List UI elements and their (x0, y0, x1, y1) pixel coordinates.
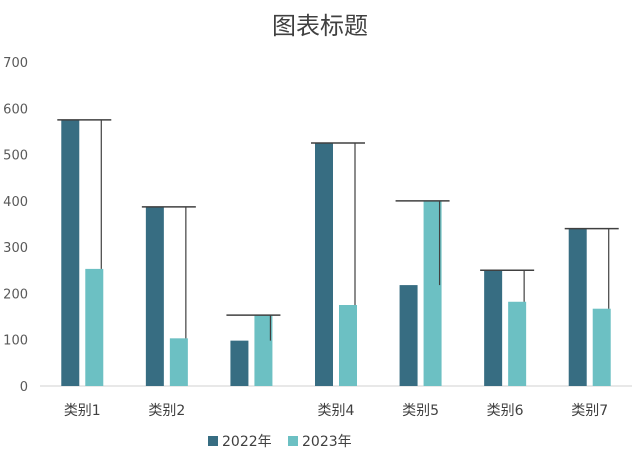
y-tick-label: 300 (3, 241, 28, 256)
bar-2023 (254, 315, 273, 386)
y-axis-tick-labels: 0 100 200 300 400 500 600 700 (3, 56, 28, 395)
category-label: 类别6 (487, 403, 524, 419)
category-label: 类别4 (318, 403, 355, 419)
legend-swatch (208, 436, 218, 446)
bar-2023 (508, 301, 527, 386)
x-axis-category-labels: 类别1 类别2 类别4 类别5 类别6 类别7 (64, 403, 608, 419)
bar-2023 (169, 338, 188, 386)
bar-2022 (568, 228, 587, 386)
difference-brackets (57, 119, 619, 341)
bar-2023 (423, 200, 442, 386)
y-tick-label: 600 (3, 102, 28, 117)
legend: 2022年 2023年 (208, 434, 352, 450)
bars (61, 119, 611, 386)
category-label: 类别2 (148, 403, 185, 419)
y-tick-label: 0 (20, 380, 28, 395)
bar-2022 (145, 206, 164, 386)
bar-2022 (230, 340, 249, 386)
category-label: 类别5 (402, 403, 439, 419)
category-label: 类别7 (571, 403, 608, 419)
y-tick-label: 700 (3, 56, 28, 71)
bar-2023 (85, 268, 104, 386)
y-tick-label: 100 (3, 334, 28, 349)
bar-2022 (315, 143, 333, 386)
category-label: 类别1 (64, 403, 101, 419)
legend-swatch (288, 436, 298, 446)
bar-2022 (399, 285, 418, 386)
bar-2023 (339, 305, 357, 386)
bar-2022 (61, 119, 80, 386)
y-tick-label: 500 (3, 149, 28, 164)
bar-2023 (592, 308, 611, 386)
legend-label: 2022年 (222, 434, 272, 450)
bar-2022 (484, 270, 503, 386)
chart-title: 图表标题 (272, 12, 368, 40)
legend-label: 2023年 (302, 434, 352, 450)
y-tick-label: 400 (3, 195, 28, 210)
y-tick-label: 200 (3, 287, 28, 302)
